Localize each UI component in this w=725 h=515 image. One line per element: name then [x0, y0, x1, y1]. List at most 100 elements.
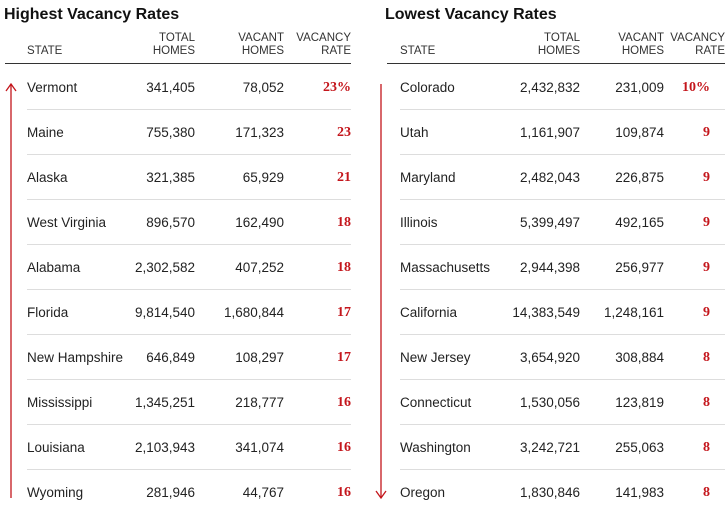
table-row: Oregon 1,830,846 141,983 8 — [383, 470, 725, 515]
column-header-vacancy-rate: VACANCY RATE — [669, 32, 725, 58]
row-separator — [27, 199, 351, 200]
vacancy-rate-value: 9 — [703, 305, 710, 320]
vacant-homes-value: 108,297 — [235, 350, 284, 365]
vacancy-rate-value: 10% — [682, 80, 710, 95]
total-homes-value: 1,345,251 — [134, 395, 195, 410]
header-rule — [387, 63, 725, 64]
vacant-homes-value: 218,777 — [235, 395, 284, 410]
row-separator — [400, 109, 725, 110]
state-name: Colorado — [400, 80, 455, 95]
table-row: Utah 1,161,907 109,874 9 — [383, 110, 725, 155]
table-row: Maine 755,380 171,323 23 — [0, 110, 351, 155]
total-homes-value: 2,432,832 — [519, 80, 580, 95]
vacant-homes-value: 256,977 — [615, 260, 664, 275]
table-row: Florida 9,814,540 1,680,844 17 — [0, 290, 351, 335]
vacancy-rate-value: 17 — [337, 350, 351, 365]
state-name: Oregon — [400, 485, 446, 500]
column-header-line-2: HOMES — [537, 45, 580, 57]
column-header-line-1: VACANT — [238, 32, 284, 44]
column-header-line-1: VACANT — [618, 32, 664, 44]
total-homes-value: 1,161,907 — [519, 125, 580, 140]
vacant-homes-value: 44,767 — [242, 485, 284, 500]
column-header-line-2: HOMES — [621, 45, 664, 57]
row-separator — [400, 469, 725, 470]
state-name: Florida — [27, 305, 69, 320]
state-name: Massachusetts — [400, 260, 491, 275]
column-header-state: STATE — [400, 45, 435, 58]
row-separator — [27, 244, 351, 245]
row-separator — [400, 244, 725, 245]
table-row: Connecticut 1,530,056 123,819 8 — [383, 380, 725, 425]
vacancy-rate-value: 17 — [337, 305, 351, 320]
lowest-vacancy-table: Lowest Vacancy Rates STATE TOTAL HOMES V… — [375, 0, 725, 508]
total-homes-value: 646,849 — [146, 350, 195, 365]
total-homes-value: 755,380 — [146, 125, 195, 140]
vacancy-rate-value: 9 — [703, 125, 710, 140]
total-homes-value: 2,103,943 — [134, 440, 195, 455]
vacant-homes-value: 231,009 — [615, 80, 664, 95]
vacancy-rate-value: 8 — [703, 440, 710, 455]
row-separator — [27, 379, 351, 380]
vacancy-rate-value: 8 — [703, 350, 710, 365]
table-row: Mississippi 1,345,251 218,777 16 — [0, 380, 351, 425]
arrow-up-icon — [5, 82, 17, 498]
table-row: Washington 3,242,721 255,063 8 — [383, 425, 725, 470]
state-name: Alaska — [27, 170, 68, 185]
total-homes-value: 281,946 — [146, 485, 195, 500]
column-header-line-1: TOTAL — [159, 32, 195, 44]
total-homes-value: 5,399,497 — [519, 215, 580, 230]
row-separator — [27, 469, 351, 470]
table-row: Wyoming 281,946 44,767 16 — [0, 470, 351, 515]
table-row: Illinois 5,399,497 492,165 9 — [383, 200, 725, 245]
table-row: Alabama 2,302,582 407,252 18 — [0, 245, 351, 290]
table-row: Alaska 321,385 65,929 21 — [0, 155, 351, 200]
row-separator — [27, 334, 351, 335]
table-title: Highest Vacancy Rates — [4, 6, 180, 23]
column-header-state-line: STATE — [400, 45, 436, 57]
vacant-homes-value: 65,929 — [242, 170, 284, 185]
row-separator — [27, 424, 351, 425]
table-row: New Hampshire 646,849 108,297 17 — [0, 335, 351, 380]
arrow-down-icon — [375, 84, 387, 500]
column-header-line-2: HOMES — [241, 45, 284, 57]
state-name: West Virginia — [27, 215, 107, 230]
vacancy-rate-value: 16 — [337, 395, 351, 410]
total-homes-value: 3,654,920 — [519, 350, 580, 365]
column-header-vacancy-rate: VACANCY RATE — [295, 32, 351, 58]
vacancy-rate-value: 16 — [337, 485, 351, 500]
highest-vacancy-table: Highest Vacancy Rates STATE TOTAL HOMES … — [0, 0, 360, 508]
total-homes-value: 9,814,540 — [134, 305, 195, 320]
table-row: Massachusetts 2,944,398 256,977 9 — [383, 245, 725, 290]
state-name: Connecticut — [400, 395, 472, 410]
header-rule — [5, 63, 351, 64]
vacancy-rate-value: 23% — [323, 80, 351, 95]
vacant-homes-value: 141,983 — [615, 485, 664, 500]
row-separator — [400, 424, 725, 425]
column-header-state: STATE — [27, 45, 62, 58]
vacancy-rate-value: 18 — [337, 260, 351, 275]
state-name: Mississippi — [27, 395, 93, 410]
vacant-homes-value: 407,252 — [235, 260, 284, 275]
vacant-homes-value: 78,052 — [242, 80, 284, 95]
state-name: New Jersey — [400, 350, 471, 365]
vacancy-rate-value: 18 — [337, 215, 351, 230]
table-row: New Jersey 3,654,920 308,884 8 — [383, 335, 725, 380]
total-homes-value: 1,830,846 — [519, 485, 580, 500]
total-homes-value: 2,302,582 — [134, 260, 195, 275]
vacant-homes-value: 171,323 — [235, 125, 284, 140]
table-row: Vermont 341,405 78,052 23% — [0, 65, 351, 110]
total-homes-value: 3,242,721 — [519, 440, 580, 455]
row-separator — [400, 379, 725, 380]
row-separator — [27, 154, 351, 155]
row-separator — [27, 109, 351, 110]
vacant-homes-value: 226,875 — [615, 170, 664, 185]
state-name: Wyoming — [27, 485, 84, 500]
vacancy-rate-value: 9 — [703, 170, 710, 185]
vacant-homes-value: 255,063 — [615, 440, 664, 455]
column-header-total-homes: TOTAL HOMES — [135, 32, 195, 58]
table-row: West Virginia 896,570 162,490 18 — [0, 200, 351, 245]
state-name: Washington — [400, 440, 471, 455]
row-separator — [400, 289, 725, 290]
column-header-state-line: STATE — [27, 45, 63, 57]
total-homes-value: 14,383,549 — [512, 305, 580, 320]
